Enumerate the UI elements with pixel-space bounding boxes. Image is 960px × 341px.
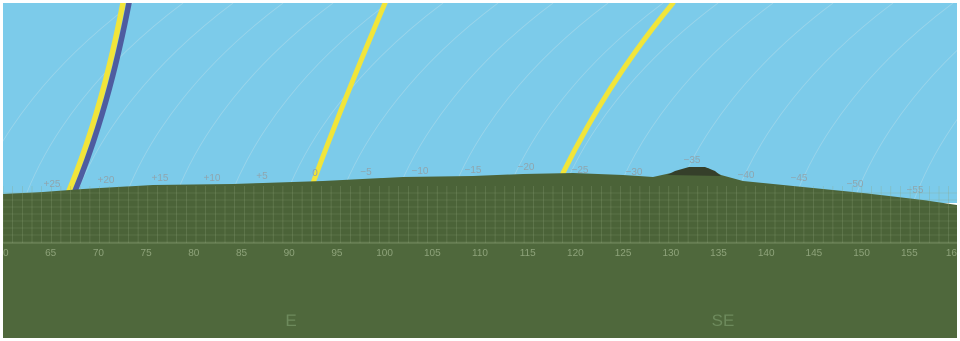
azimuth-tick-label: 16 [946,248,957,259]
declination-label: +20 [98,175,115,186]
declination-label: −10 [412,166,429,177]
azimuth-tick-label: 65 [45,248,57,259]
azimuth-tick-label: 70 [93,248,105,259]
declination-label: −20 [518,162,535,173]
declination-arc [122,3,284,204]
azimuth-tick-labels: 0 65 70 75 80 85 90 95 100 105 110 115 120 125 130 135 1… [3,248,957,259]
azimuth-tick-label: 105 [424,248,441,259]
declination-arc [72,3,234,204]
declination-arc [852,49,957,204]
sun-paths [66,3,676,194]
declination-label: −55 [907,185,924,196]
panorama-canvas: +25 +20 +15 +10 +5 0 −5 −10 −15 −20 −25 −30 −35 −40 −4… [3,3,957,338]
declination-label: −40 [738,170,755,181]
declination-label: +5 [256,171,268,182]
declination-label: −15 [465,165,482,176]
path-right-yellow [560,3,676,176]
compass-east-label: E [285,311,297,330]
declination-label: 0 [312,168,318,179]
azimuth-tick-label: 0 [3,248,9,259]
declination-arc [227,3,389,204]
azimuth-tick-label: 130 [662,248,679,259]
declination-arc [172,3,334,204]
horizon-panorama[interactable]: +25 +20 +15 +10 +5 0 −5 −10 −15 −20 −25 −30 −35 −40 −4… [3,3,957,338]
azimuth-tick-label: 75 [141,248,153,259]
declination-label: −50 [847,179,864,190]
sky [3,3,957,203]
azimuth-tick-label: 85 [236,248,248,259]
declination-label: +15 [152,173,169,184]
azimuth-tick-label: 125 [615,248,632,259]
declination-arc [3,3,134,142]
declination-arc [337,3,499,204]
path-far-left-yellow [66,3,126,194]
azimuth-grid [3,186,957,244]
azimuth-tick-label: 150 [853,248,870,259]
ground [3,243,957,338]
azimuth-tick-label: 100 [376,248,393,259]
declination-label: −35 [684,155,701,166]
azimuth-tick-label: 155 [901,248,918,259]
azimuth-tick-label: 80 [188,248,200,259]
path-center-yellow [310,3,388,186]
azimuth-tick-label: 115 [520,248,536,259]
declination-label: −5 [360,167,372,178]
azimuth-tick-label: 90 [284,248,296,259]
declination-arc [792,3,954,204]
declination-labels: +25 +20 +15 +10 +5 0 −5 −10 −15 −20 −25 −30 −35 −40 −4… [44,155,924,196]
declination-label: −30 [626,167,643,178]
declination-label: +10 [204,173,221,184]
declination-label: +25 [44,179,61,190]
declination-label: −25 [572,165,589,176]
declination-arc [912,119,957,204]
path-far-left-blue [72,3,132,194]
azimuth-tick-label: 120 [567,248,584,259]
declination-arc [392,3,554,204]
peak-highlight [667,167,721,176]
azimuth-tick-label: 140 [758,248,775,259]
declination-arc [732,3,894,204]
declination-arc [282,3,444,204]
declination-label: −45 [791,173,808,184]
declination-arc [22,3,184,204]
azimuth-tick-label: 135 [710,248,727,259]
azimuth-tick-label: 145 [806,248,823,259]
azimuth-tick-label: 110 [472,248,488,259]
terrain-ridge [3,168,957,243]
azimuth-tick-label: 95 [331,248,343,259]
compass-southeast-label: SE [711,311,735,330]
